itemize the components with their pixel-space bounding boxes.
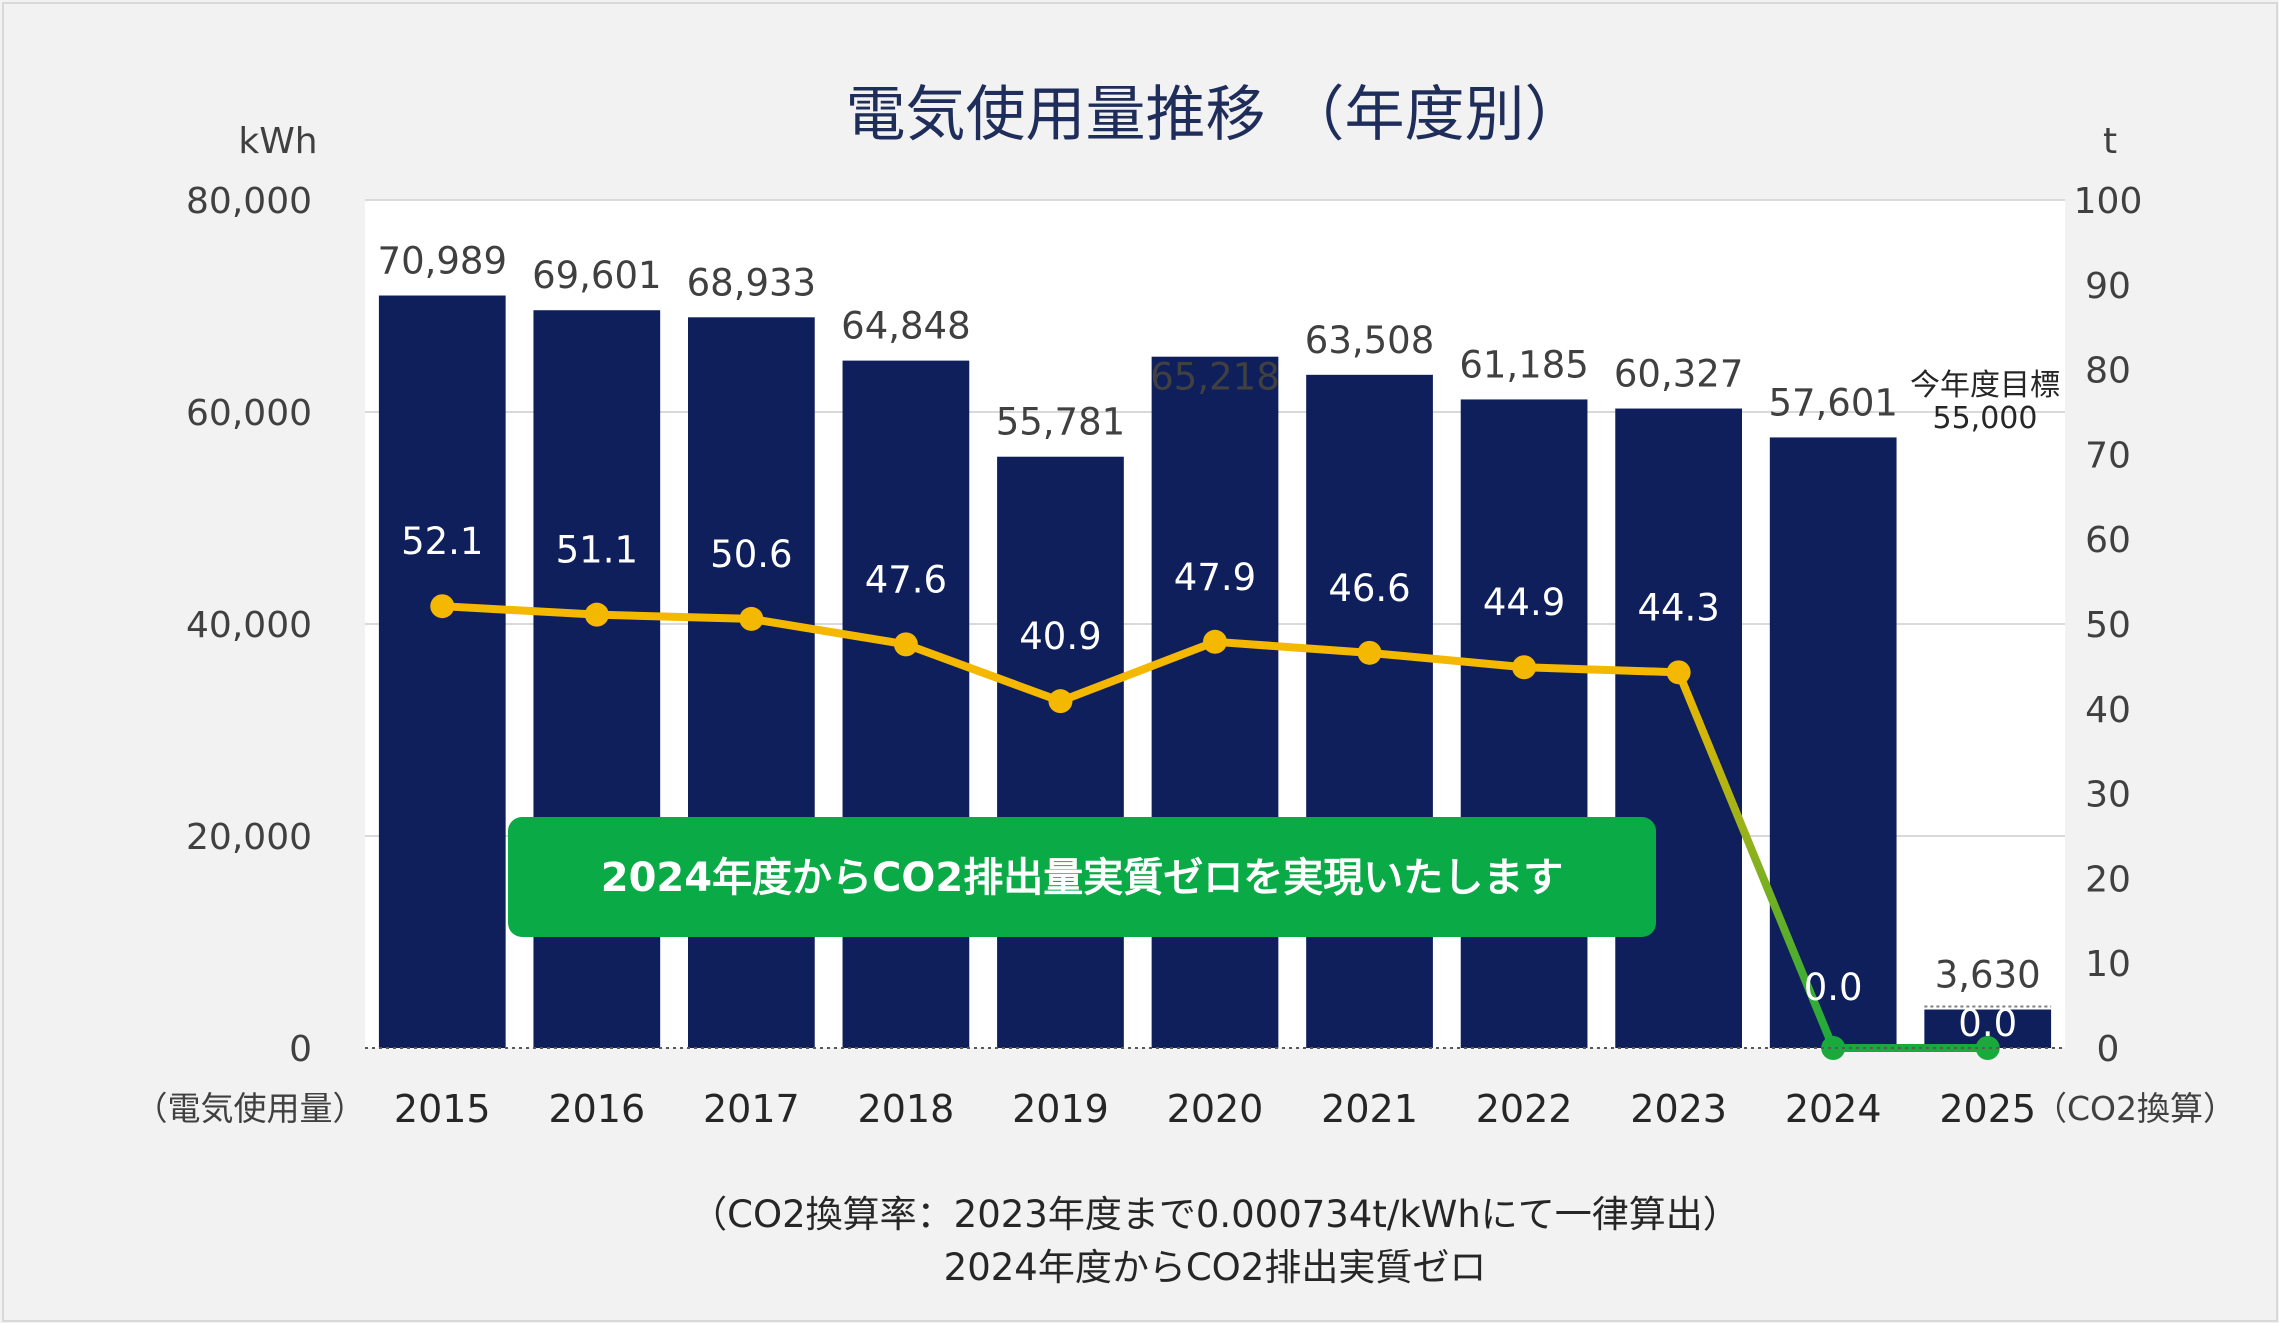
x-axis-year-label: 2019 bbox=[1012, 1087, 1109, 1131]
annotation-banner-bg bbox=[508, 817, 1656, 937]
right-axis-unit: t bbox=[2103, 121, 2117, 162]
right-axis-tick-label: 80 bbox=[2085, 351, 2131, 392]
co2-value-label: 46.6 bbox=[1328, 567, 1410, 610]
co2-point bbox=[893, 632, 918, 657]
bar-value-label: 55,781 bbox=[996, 401, 1125, 444]
bar bbox=[997, 456, 1124, 1048]
co2-line-drop bbox=[1674, 668, 1838, 1052]
co2-point bbox=[1975, 1036, 2000, 1060]
bar bbox=[1460, 399, 1588, 1049]
left-axis-tick-label: 60,000 bbox=[186, 393, 312, 434]
target-value-label: 55,000 bbox=[1933, 401, 2038, 436]
bar bbox=[1151, 356, 1279, 1048]
bar-value-label: 60,327 bbox=[1614, 353, 1743, 396]
right-axis-tick-label: 100 bbox=[2074, 181, 2143, 222]
bar-value-label: 69,601 bbox=[532, 254, 661, 297]
co2-value-label: 44.9 bbox=[1483, 581, 1565, 624]
bar-value-label: 61,185 bbox=[1459, 343, 1588, 386]
bar bbox=[1769, 437, 1897, 1048]
right-x-label: （CO2換算） bbox=[2034, 1089, 2236, 1128]
co2-value-label: 50.6 bbox=[710, 533, 792, 576]
x-axis-year-label: 2022 bbox=[1476, 1087, 1573, 1131]
right-axis-tick-label: 20 bbox=[2085, 859, 2131, 900]
chart-title: 電気使用量推移 （年度別） bbox=[845, 80, 1584, 150]
annotation-banner: 2024年度からCO2排出量実質ゼロを実現いたします bbox=[508, 817, 1656, 937]
left-axis-tick-label: 80,000 bbox=[186, 181, 312, 222]
x-axis-year-label: 2020 bbox=[1167, 1087, 1264, 1131]
bar bbox=[688, 317, 815, 1049]
left-x-label: （電気使用量） bbox=[135, 1089, 366, 1128]
bar bbox=[1615, 408, 1742, 1048]
co2-value-label: 47.6 bbox=[865, 558, 947, 601]
co2-point bbox=[1821, 1036, 1846, 1060]
bar bbox=[378, 295, 506, 1048]
right-axis-tick-label: 60 bbox=[2085, 520, 2131, 561]
co2-point bbox=[1203, 629, 1227, 654]
co2-value-label: 44.3 bbox=[1637, 586, 1719, 629]
co2-point bbox=[1666, 660, 1691, 685]
co2-point bbox=[739, 606, 764, 631]
footnote-line1: （CO2換算率：2023年度まで0.000734t/kWhにて一律算出） bbox=[690, 1193, 1740, 1236]
bar-value-label: 70,989 bbox=[378, 240, 507, 283]
left-axis-tick-label: 20,000 bbox=[186, 817, 312, 858]
co2-point bbox=[584, 602, 609, 627]
co2-value-label: 47.9 bbox=[1174, 556, 1256, 599]
bar-series bbox=[378, 295, 2052, 1049]
co2-value-label: 0.0 bbox=[1804, 966, 1863, 1009]
bar bbox=[1306, 374, 1433, 1048]
bar-value-label: 57,601 bbox=[1768, 381, 1897, 424]
x-axis-year-label: 2025 bbox=[1939, 1087, 2036, 1131]
co2-point bbox=[1512, 655, 1537, 680]
annotation-banner-text: 2024年度からCO2排出量実質ゼロを実現いたします bbox=[601, 855, 1564, 901]
right-axis-tick-label: 40 bbox=[2085, 690, 2131, 731]
bar-value-label: 3,630 bbox=[1935, 954, 2041, 997]
co2-value-label: 40.9 bbox=[1019, 615, 1101, 658]
bar bbox=[533, 310, 661, 1049]
co2-point bbox=[430, 594, 455, 619]
data-labels: 70,989 69,601 68,933 64,848 55,781 65,218 63,5… bbox=[378, 240, 2041, 1045]
x-axis-year-label: 2015 bbox=[394, 1087, 491, 1131]
co2-value-label: 52.1 bbox=[401, 520, 483, 563]
x-axis-year-label: 2021 bbox=[1321, 1087, 1418, 1131]
left-axis-unit: kWh bbox=[238, 121, 317, 162]
co2-value-label: 0.0 bbox=[1958, 1002, 2017, 1045]
right-axis-tick-label: 0 bbox=[2097, 1029, 2120, 1070]
bar-value-label: 65,218 bbox=[1150, 356, 1279, 399]
co2-line-series bbox=[430, 594, 2000, 1060]
bar-value-label: 64,848 bbox=[841, 305, 970, 348]
bar-value-label: 68,933 bbox=[687, 261, 816, 304]
left-axis-tick-label: 0 bbox=[289, 1029, 312, 1070]
x-axis-year-label: 2018 bbox=[858, 1087, 955, 1131]
x-axis-year-label: 2024 bbox=[1785, 1087, 1882, 1131]
footnote-line2: 2024年度からCO2排出実質ゼロ bbox=[944, 1246, 1487, 1289]
axes: 0 20,000 40,000 60,000 80,000 0 10 20 30 40 50 60 70… bbox=[186, 181, 2142, 1131]
right-axis-tick-label: 90 bbox=[2085, 266, 2131, 307]
x-axis-year-label: 2016 bbox=[548, 1087, 645, 1131]
co2-value-label: 51.1 bbox=[556, 529, 638, 572]
left-axis-tick-label: 40,000 bbox=[186, 605, 312, 646]
co2-point bbox=[1357, 640, 1382, 665]
target-label: 今年度目標 bbox=[1910, 368, 2060, 403]
right-axis-tick-label: 30 bbox=[2085, 775, 2131, 816]
right-axis-tick-label: 70 bbox=[2085, 435, 2131, 476]
bar bbox=[842, 360, 970, 1048]
x-axis-year-label: 2017 bbox=[703, 1087, 800, 1131]
right-axis-tick-label: 10 bbox=[2085, 944, 2131, 985]
right-axis-tick-label: 50 bbox=[2085, 605, 2131, 646]
co2-point bbox=[1048, 689, 1073, 714]
bar-value-label: 63,508 bbox=[1305, 319, 1434, 362]
x-axis-year-label: 2023 bbox=[1630, 1087, 1727, 1131]
